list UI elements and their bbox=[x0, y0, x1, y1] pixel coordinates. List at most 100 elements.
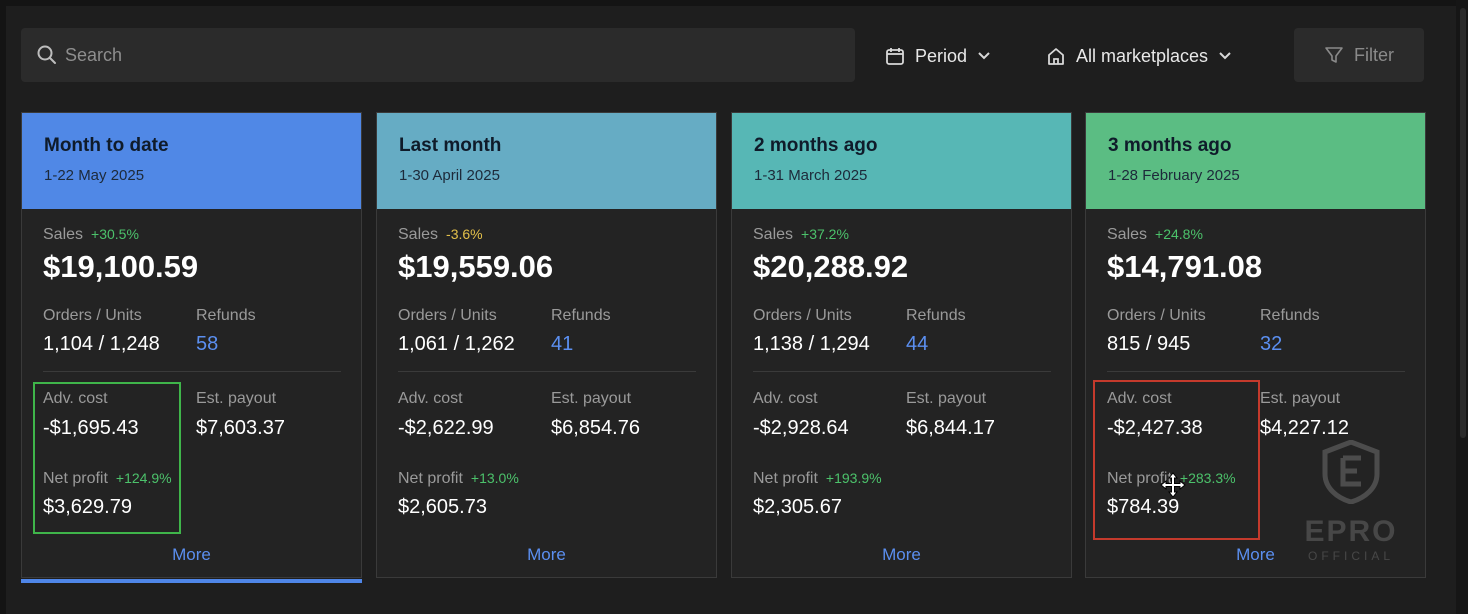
orders-units-value: 815 / 945 bbox=[1107, 333, 1191, 355]
sales-row: Sales +30.5% bbox=[43, 226, 139, 244]
adv-cost-value: -$1,695.43 bbox=[43, 417, 139, 439]
period-dropdown[interactable]: Period bbox=[885, 40, 991, 72]
search-input[interactable] bbox=[63, 43, 827, 67]
sales-row: Sales -3.6% bbox=[398, 226, 483, 244]
refunds-label: Refunds bbox=[551, 307, 611, 324]
divider bbox=[1107, 371, 1405, 372]
sales-label: Sales bbox=[43, 226, 84, 243]
net-profit-value: $3,629.79 bbox=[43, 496, 132, 518]
sales-value: $19,559.06 bbox=[398, 249, 554, 284]
divider bbox=[398, 371, 696, 372]
period-label: Period bbox=[915, 45, 968, 66]
search-icon bbox=[37, 45, 56, 64]
scrollbar-track[interactable] bbox=[1456, 0, 1468, 614]
sales-label: Sales bbox=[1107, 226, 1148, 243]
search-box[interactable] bbox=[21, 28, 855, 82]
sales-row: Sales +37.2% bbox=[753, 226, 849, 244]
card-date-range: 1-28 February 2025 bbox=[1108, 167, 1240, 184]
adv-cost-label: Adv. cost bbox=[1107, 390, 1172, 407]
divider bbox=[43, 371, 341, 372]
refunds-label: Refunds bbox=[906, 307, 966, 324]
refunds-link[interactable]: 41 bbox=[551, 333, 574, 355]
period-card-3-months-ago: 3 months ago 1-28 February 2025 Sales +24… bbox=[1085, 112, 1426, 578]
more-link[interactable]: More bbox=[172, 545, 211, 564]
est-payout-value: $6,844.17 bbox=[906, 417, 995, 439]
filter-icon bbox=[1325, 47, 1343, 63]
move-cursor-icon bbox=[1160, 472, 1186, 498]
card-title: 3 months ago bbox=[1108, 135, 1232, 156]
orders-units-value: 1,061 / 1,262 bbox=[398, 333, 515, 355]
adv-cost-value: -$2,928.64 bbox=[753, 417, 849, 439]
net-profit-row: Net profit +193.9% bbox=[753, 470, 882, 488]
highlight-box-green bbox=[33, 382, 181, 534]
card-header: 2 months ago 1-31 March 2025 bbox=[732, 113, 1071, 209]
orders-units-label: Orders / Units bbox=[1107, 307, 1206, 324]
period-card-2-months-ago: 2 months ago 1-31 March 2025 Sales +37.2%… bbox=[731, 112, 1072, 578]
net-profit-value: $2,305.67 bbox=[753, 496, 842, 518]
adv-cost-value: -$2,427.38 bbox=[1107, 417, 1203, 439]
net-profit-label: Net profit bbox=[43, 470, 108, 487]
marketplace-dropdown[interactable]: All marketplaces bbox=[1046, 40, 1232, 72]
net-profit-row: Net profit +124.9% bbox=[43, 470, 172, 488]
sales-label: Sales bbox=[398, 226, 439, 243]
scrollbar-thumb[interactable] bbox=[1460, 8, 1466, 438]
window-left-edge bbox=[0, 0, 6, 614]
net-profit-label: Net profit bbox=[753, 470, 818, 487]
filter-label: Filter bbox=[1354, 44, 1394, 65]
adv-cost-label: Adv. cost bbox=[753, 390, 818, 407]
card-header: Month to date 1-22 May 2025 bbox=[22, 113, 361, 209]
sales-label: Sales bbox=[753, 226, 794, 243]
window-top-edge bbox=[0, 0, 1468, 6]
est-payout-value: $7,603.37 bbox=[196, 417, 285, 439]
adv-cost-value: -$2,622.99 bbox=[398, 417, 494, 439]
net-profit-row: Net profit +283.3% bbox=[1107, 470, 1236, 488]
more-link[interactable]: More bbox=[1236, 545, 1275, 564]
refunds-link[interactable]: 58 bbox=[196, 333, 219, 355]
est-payout-label: Est. payout bbox=[196, 390, 277, 407]
card-header: 3 months ago 1-28 February 2025 bbox=[1086, 113, 1425, 209]
period-card-last-month: Last month 1-30 April 2025 Sales -3.6% $1… bbox=[376, 112, 717, 578]
net-profit-row: Net profit +13.0% bbox=[398, 470, 519, 488]
more-link[interactable]: More bbox=[882, 545, 921, 564]
sales-change: -3.6% bbox=[446, 226, 483, 242]
est-payout-label: Est. payout bbox=[906, 390, 987, 407]
card-date-range: 1-30 April 2025 bbox=[399, 167, 500, 184]
est-payout-label: Est. payout bbox=[1260, 390, 1341, 407]
orders-units-label: Orders / Units bbox=[398, 307, 497, 324]
sales-value: $14,791.08 bbox=[1107, 249, 1263, 284]
sales-change: +30.5% bbox=[91, 226, 139, 242]
sales-change: +37.2% bbox=[801, 226, 849, 242]
net-profit-change: +283.3% bbox=[1179, 470, 1236, 486]
sales-change: +24.8% bbox=[1155, 226, 1203, 242]
refunds-link[interactable]: 44 bbox=[906, 333, 929, 355]
active-card-indicator bbox=[21, 579, 362, 583]
card-date-range: 1-31 March 2025 bbox=[754, 167, 868, 184]
chevron-down-icon bbox=[1219, 52, 1231, 60]
refunds-label: Refunds bbox=[1260, 307, 1320, 324]
marketplace-label: All marketplaces bbox=[1076, 45, 1209, 66]
card-title: Month to date bbox=[44, 135, 169, 156]
orders-units-value: 1,104 / 1,248 bbox=[43, 333, 160, 355]
sales-value: $19,100.59 bbox=[43, 249, 199, 284]
est-payout-label: Est. payout bbox=[551, 390, 632, 407]
est-payout-value: $6,854.76 bbox=[551, 417, 640, 439]
adv-cost-label: Adv. cost bbox=[43, 390, 108, 407]
net-profit-label: Net profit bbox=[1107, 470, 1172, 487]
net-profit-change: +193.9% bbox=[825, 470, 882, 486]
highlight-box-red bbox=[1093, 380, 1260, 540]
period-card-month-to-date: Month to date 1-22 May 2025 Sales +30.5% … bbox=[21, 112, 362, 583]
net-profit-label: Net profit bbox=[398, 470, 463, 487]
calendar-icon bbox=[886, 48, 904, 65]
watermark-subtext: OFFICIAL bbox=[1307, 549, 1394, 563]
watermark-text: EPRO bbox=[1304, 515, 1398, 548]
refunds-label: Refunds bbox=[196, 307, 256, 324]
refunds-link[interactable]: 32 bbox=[1260, 333, 1283, 355]
net-profit-change: +13.0% bbox=[470, 470, 519, 486]
card-title: Last month bbox=[399, 135, 502, 156]
more-link[interactable]: More bbox=[527, 545, 566, 564]
card-title: 2 months ago bbox=[754, 135, 878, 156]
orders-units-label: Orders / Units bbox=[43, 307, 142, 324]
filter-button[interactable]: Filter bbox=[1294, 28, 1424, 82]
est-payout-value: $4,227.12 bbox=[1260, 417, 1349, 439]
divider bbox=[753, 371, 1051, 372]
